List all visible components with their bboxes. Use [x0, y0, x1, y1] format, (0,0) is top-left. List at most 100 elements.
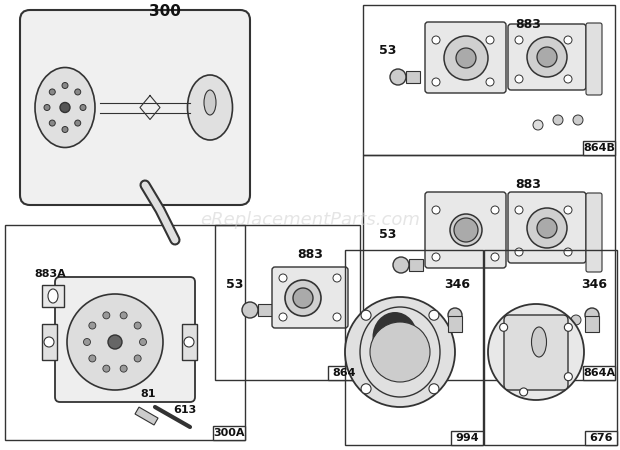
Circle shape	[44, 337, 54, 347]
Bar	[585, 316, 599, 332]
Bar	[585, 431, 617, 445]
Circle shape	[75, 89, 81, 95]
FancyBboxPatch shape	[586, 23, 602, 95]
Bar	[406, 71, 420, 83]
Circle shape	[527, 208, 567, 248]
Circle shape	[454, 218, 478, 242]
Circle shape	[120, 365, 127, 372]
FancyBboxPatch shape	[425, 192, 506, 268]
Circle shape	[533, 320, 543, 330]
Text: 300: 300	[149, 4, 181, 19]
Circle shape	[333, 313, 341, 321]
Circle shape	[537, 47, 557, 67]
Circle shape	[285, 280, 321, 316]
Circle shape	[49, 89, 55, 95]
Circle shape	[456, 48, 476, 68]
Circle shape	[345, 297, 455, 407]
Text: 883: 883	[515, 18, 541, 32]
Circle shape	[293, 288, 313, 308]
Circle shape	[429, 310, 439, 320]
Circle shape	[571, 315, 581, 325]
Circle shape	[62, 82, 68, 89]
Bar	[182, 324, 197, 360]
Text: 53: 53	[226, 279, 244, 292]
Circle shape	[134, 322, 141, 329]
Bar	[583, 141, 615, 155]
Bar	[345, 250, 483, 445]
Text: 883: 883	[297, 248, 323, 261]
Circle shape	[89, 355, 96, 362]
Bar	[42, 324, 57, 360]
Circle shape	[390, 69, 406, 85]
Circle shape	[44, 104, 50, 111]
Text: 883A: 883A	[34, 269, 66, 279]
Circle shape	[564, 373, 572, 381]
Circle shape	[527, 37, 567, 77]
Circle shape	[242, 302, 258, 318]
Circle shape	[585, 308, 599, 322]
Circle shape	[491, 253, 499, 261]
Bar	[258, 304, 276, 316]
Circle shape	[279, 274, 287, 282]
Circle shape	[361, 384, 371, 394]
Circle shape	[515, 75, 523, 83]
Circle shape	[279, 313, 287, 321]
Circle shape	[533, 120, 543, 130]
Ellipse shape	[531, 327, 546, 357]
Text: 346: 346	[444, 279, 470, 292]
FancyBboxPatch shape	[586, 193, 602, 272]
Ellipse shape	[373, 312, 417, 362]
Circle shape	[67, 294, 163, 390]
Circle shape	[537, 218, 557, 238]
Circle shape	[62, 126, 68, 132]
Circle shape	[370, 322, 430, 382]
Text: 300A: 300A	[213, 428, 245, 438]
Circle shape	[393, 257, 409, 273]
Bar	[448, 316, 462, 332]
Circle shape	[432, 36, 440, 44]
Text: 883: 883	[515, 179, 541, 192]
Circle shape	[140, 338, 146, 346]
Circle shape	[103, 365, 110, 372]
Text: eReplacementParts.com: eReplacementParts.com	[200, 211, 420, 229]
Bar	[215, 225, 360, 380]
Text: 676: 676	[589, 433, 613, 443]
Circle shape	[108, 335, 122, 349]
Bar	[135, 407, 158, 425]
Circle shape	[564, 75, 572, 83]
Circle shape	[448, 308, 462, 322]
Ellipse shape	[187, 75, 232, 140]
Bar	[363, 155, 615, 380]
Circle shape	[60, 103, 70, 112]
FancyBboxPatch shape	[272, 267, 348, 328]
Text: 994: 994	[455, 433, 479, 443]
Circle shape	[564, 248, 572, 256]
Bar	[328, 366, 360, 380]
Text: 81: 81	[140, 389, 156, 399]
Ellipse shape	[48, 289, 58, 303]
Bar	[484, 250, 617, 445]
Circle shape	[361, 310, 371, 320]
Bar	[363, 5, 615, 155]
Circle shape	[89, 322, 96, 329]
Circle shape	[444, 36, 488, 80]
Bar	[42, 285, 64, 307]
Circle shape	[75, 120, 81, 126]
Circle shape	[564, 206, 572, 214]
Circle shape	[515, 206, 523, 214]
Text: 346: 346	[581, 279, 607, 292]
Circle shape	[553, 115, 563, 125]
Ellipse shape	[204, 90, 216, 115]
Text: 864: 864	[332, 368, 356, 378]
Circle shape	[486, 78, 494, 86]
Text: 53: 53	[379, 44, 397, 57]
Bar	[583, 366, 615, 380]
Circle shape	[553, 315, 563, 325]
Circle shape	[488, 304, 584, 400]
Circle shape	[429, 384, 439, 394]
FancyBboxPatch shape	[425, 22, 506, 93]
Ellipse shape	[450, 214, 482, 246]
Circle shape	[120, 312, 127, 319]
Circle shape	[573, 115, 583, 125]
Circle shape	[564, 323, 572, 331]
